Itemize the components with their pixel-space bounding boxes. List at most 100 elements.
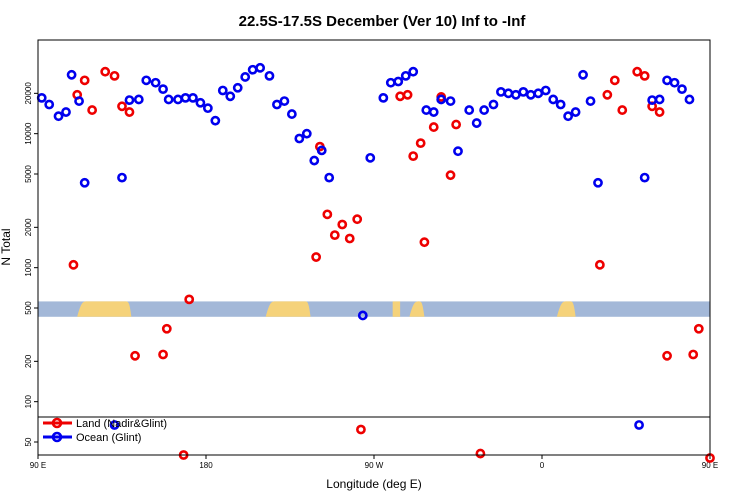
land-point [161,323,172,334]
ocean-point [578,69,588,80]
ocean-point [195,97,206,108]
ocean-point [662,75,672,86]
surface-band-land [409,301,425,317]
ocean-point [79,177,90,188]
ocean-point [421,105,432,115]
ocean-point [124,95,135,106]
ocean-point [225,91,236,102]
y-tick-label: 50 [24,437,33,446]
legend: Land (Nadir&Glint) Ocean (Glint) [43,417,167,444]
x-tick-label: 90 E [702,461,718,470]
land-point [158,349,168,360]
ocean-point [669,77,680,88]
y-tick-label: 500 [24,301,33,315]
land-point [68,259,79,270]
legend-ocean-marker [51,431,63,443]
surface-band-land [265,301,311,317]
x-tick-label: 90 W [365,461,384,470]
ocean-point [464,105,475,115]
land-point [337,219,348,230]
ocean-point [453,146,463,157]
ocean-point [217,85,228,96]
land-point [130,350,140,361]
ocean-point [232,82,243,93]
ocean-point [365,152,376,163]
y-tick-label: 20000 [24,82,33,105]
land-point [609,75,620,86]
ocean-point [525,89,536,100]
y-tick-label: 10000 [24,122,33,145]
ocean-point [150,77,161,88]
surface-band-ocean [38,301,710,317]
ocean-point [428,107,439,117]
x-tick-label: 180 [199,461,213,470]
ocean-point [279,96,290,106]
land-point [109,70,120,81]
legend-ocean-label: Ocean (Glint) [76,432,141,444]
land-point [662,350,672,361]
land-point [395,91,406,102]
ocean-point [309,155,320,166]
land-point [311,252,322,262]
ocean-point [436,94,447,105]
ocean-point [44,99,55,110]
ocean-point [109,420,120,430]
ocean-point [264,70,275,81]
y-axis-label: N Total [0,228,13,265]
ocean-point [488,99,499,110]
ocean-point [503,88,514,99]
y-tick-label: 1000 [24,258,33,276]
land-point [352,214,363,225]
y-tick-label: 100 [24,394,33,408]
ocean-point [180,92,191,103]
land-point [594,259,605,270]
land-point [344,233,355,244]
ocean-point [471,118,482,128]
x-tick-label: 0 [540,461,545,470]
surface-band-land [392,301,401,317]
ocean-point [555,99,566,110]
land-point [654,107,665,117]
ocean-point [385,77,396,88]
land-point [79,75,90,86]
land-point [445,170,456,181]
ocean-point [188,92,198,103]
axes: 50 100 200 500 1000 2000 5000 10000 20000 90 E 180… [24,82,718,470]
ocean-point [255,62,266,73]
plot-frame [37,39,711,456]
ocean-point [408,66,419,77]
ocean-point [74,96,84,106]
land-point [693,323,704,334]
ocean-point [563,111,574,122]
land-point [639,70,650,81]
ocean-point [36,92,47,103]
land-point [419,237,430,248]
ocean-point [117,172,127,183]
land-point [617,105,628,115]
land-point [356,424,366,435]
data-points [36,62,715,463]
ocean-point [654,94,665,105]
land-point [415,138,426,149]
land-point [428,122,439,132]
ocean-point [240,72,251,82]
ocean-point [533,88,544,99]
ocean-point [496,86,506,97]
ocean-point [677,84,687,95]
chart-title: 22.5S-17.5S December (Ver 10) Inf to -In… [239,13,527,30]
ocean-point [141,75,152,86]
ocean-point [202,103,213,114]
land-point [602,89,613,100]
x-tick-label: 90 E [30,461,46,470]
y-tick-label: 2000 [24,218,33,236]
surface-band-land [77,301,132,317]
land-point [688,349,699,360]
ocean-point [173,94,183,105]
ocean-point [540,85,551,96]
ocean-point [66,69,77,80]
land-point [329,230,340,241]
land-point [124,107,135,117]
surface-band-land [556,301,576,317]
ocean-point [518,86,529,97]
